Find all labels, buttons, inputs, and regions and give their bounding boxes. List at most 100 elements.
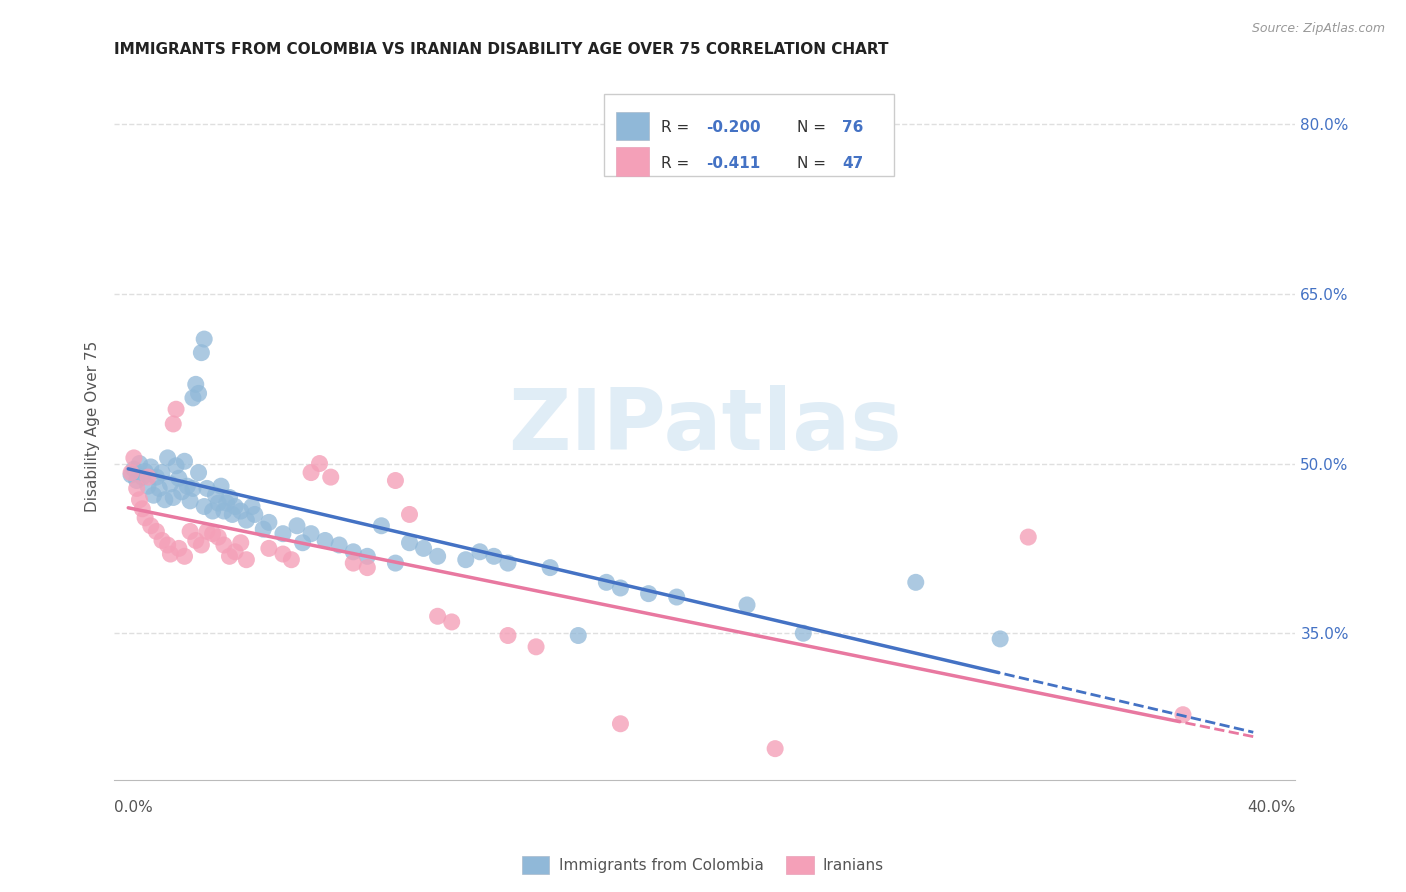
Point [136, 479, 159, 493]
Point [356, 549, 378, 564]
Text: N =: N = [797, 120, 831, 136]
Point [221, 508, 243, 522]
Point [229, 535, 252, 549]
Point [440, 615, 463, 629]
Point [356, 560, 378, 574]
Point [314, 533, 336, 548]
Text: 40.0%: 40.0% [1247, 800, 1295, 815]
Point [252, 522, 274, 536]
Point [120, 467, 142, 482]
Point [735, 598, 758, 612]
Point [165, 402, 187, 417]
Point [308, 457, 330, 471]
FancyBboxPatch shape [616, 147, 650, 176]
Point [125, 474, 148, 488]
Point [665, 590, 688, 604]
Text: IMMIGRANTS FROM COLOMBIA VS IRANIAN DISABILITY AGE OVER 75 CORRELATION CHART: IMMIGRANTS FROM COLOMBIA VS IRANIAN DISA… [114, 42, 889, 57]
Legend: Immigrants from Colombia, Iranians: Immigrants from Colombia, Iranians [516, 850, 890, 880]
Y-axis label: Disability Age Over 75: Disability Age Over 75 [86, 341, 100, 512]
Point [134, 511, 156, 525]
Point [167, 541, 190, 556]
Point [162, 417, 184, 431]
Point [384, 474, 406, 488]
Point [637, 587, 659, 601]
Point [145, 524, 167, 539]
Point [454, 552, 477, 566]
Text: Source: ZipAtlas.com: Source: ZipAtlas.com [1251, 22, 1385, 36]
Text: R =: R = [661, 155, 695, 170]
Point [215, 496, 238, 510]
Point [181, 482, 204, 496]
Point [235, 513, 257, 527]
Point [193, 332, 215, 346]
Point [207, 530, 229, 544]
Point [184, 533, 207, 548]
Point [170, 484, 193, 499]
Point [257, 541, 280, 556]
Point [218, 491, 240, 505]
Point [426, 609, 449, 624]
Point [342, 556, 364, 570]
Point [134, 465, 156, 479]
Point [496, 628, 519, 642]
Point [299, 526, 322, 541]
Point [229, 504, 252, 518]
Point [370, 518, 392, 533]
Point [209, 479, 232, 493]
Point [609, 716, 631, 731]
Point [125, 482, 148, 496]
Point [398, 508, 420, 522]
Point [159, 547, 181, 561]
Point [342, 545, 364, 559]
Point [128, 492, 150, 507]
Point [195, 524, 218, 539]
Point [496, 556, 519, 570]
Point [1171, 707, 1194, 722]
Point [291, 535, 314, 549]
Point [988, 632, 1011, 646]
Point [1017, 530, 1039, 544]
FancyBboxPatch shape [616, 112, 650, 140]
Point [142, 488, 165, 502]
Point [179, 524, 201, 539]
Point [207, 496, 229, 510]
Point [212, 538, 235, 552]
Text: 76: 76 [842, 120, 863, 136]
Point [136, 470, 159, 484]
Point [201, 504, 224, 518]
Point [468, 545, 491, 559]
Point [150, 466, 173, 480]
Point [212, 504, 235, 518]
Point [235, 552, 257, 566]
Point [120, 466, 142, 480]
Point [904, 575, 927, 590]
Point [204, 488, 226, 502]
Text: -0.411: -0.411 [706, 155, 761, 170]
Text: R =: R = [661, 120, 695, 136]
Point [122, 462, 145, 476]
Point [131, 501, 153, 516]
Point [139, 459, 162, 474]
Point [482, 549, 505, 564]
Text: ZIPatlas: ZIPatlas [508, 385, 901, 468]
Point [190, 538, 212, 552]
Point [538, 560, 561, 574]
Point [280, 552, 302, 566]
Point [179, 494, 201, 508]
Point [792, 626, 814, 640]
Point [190, 345, 212, 359]
Point [398, 535, 420, 549]
Point [299, 466, 322, 480]
Text: N =: N = [797, 155, 831, 170]
Point [122, 450, 145, 465]
Point [167, 471, 190, 485]
Point [131, 470, 153, 484]
Point [567, 628, 589, 642]
Point [319, 470, 342, 484]
Point [187, 386, 209, 401]
Point [240, 500, 263, 514]
Point [193, 500, 215, 514]
Text: 0.0%: 0.0% [114, 800, 153, 815]
Point [524, 640, 547, 654]
Point [173, 454, 195, 468]
